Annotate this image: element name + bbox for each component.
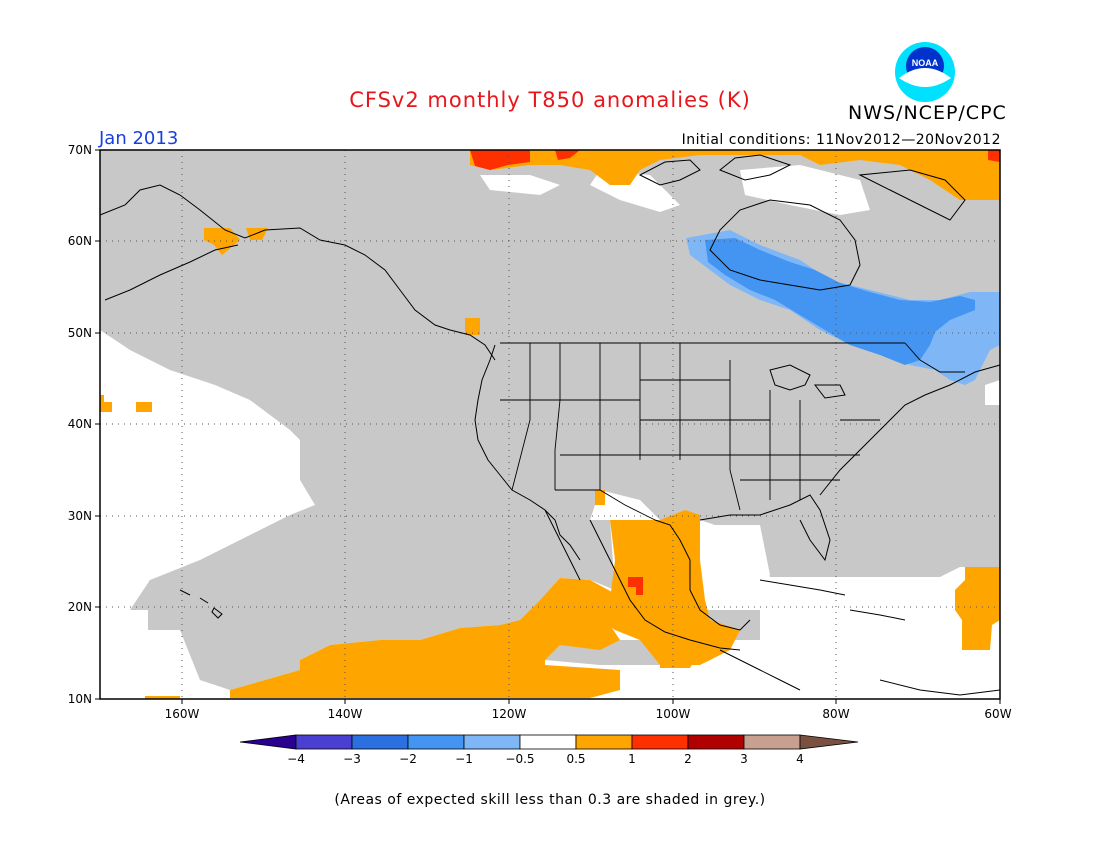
- lon-label: 80W: [822, 707, 850, 721]
- colorbar-label: 0.5: [566, 752, 586, 766]
- colorbar-segment: [351, 734, 409, 750]
- lat-label: 20N: [67, 600, 92, 614]
- graticule: [100, 150, 1000, 699]
- warm-anomaly-1-to-2: [470, 150, 1000, 595]
- lat-label: 10N: [67, 692, 92, 706]
- colorbar-label: 4: [796, 752, 804, 766]
- lon-label: 140W: [327, 707, 363, 721]
- colorbar-label: −0.5: [505, 752, 535, 766]
- colorbar-label: −2: [399, 752, 417, 766]
- lon-label: 100W: [655, 707, 691, 721]
- lat-label: 30N: [67, 509, 92, 523]
- noaa-logo-icon: NOAA: [895, 42, 955, 102]
- colorbar-segment: [575, 734, 633, 750]
- near-normal-areas: [480, 165, 1000, 590]
- colorbar-segment: [799, 734, 859, 750]
- warm-anomaly-0-5-to-1: [100, 150, 1000, 699]
- colorbar-segment: [687, 734, 745, 750]
- lon-label: 60W: [984, 707, 1012, 721]
- agency-label: NWS/NCEP/CPC: [848, 102, 1007, 124]
- axis-ticks: [95, 149, 1001, 704]
- colorbar-segment: [295, 734, 353, 750]
- colorbar-segment: [519, 734, 577, 750]
- map-title: CFSv2 monthly T850 anomalies (K): [349, 88, 751, 112]
- map-plot-area: [95, 149, 1001, 704]
- cool-anomaly-neg2-to-neg1: [705, 238, 975, 365]
- colorbar-label: 2: [684, 752, 692, 766]
- lat-label: 70N: [67, 143, 92, 157]
- colorbar-segment: [239, 734, 297, 750]
- colorbar-label: −4: [287, 752, 305, 766]
- colorbar: [239, 734, 859, 750]
- lat-label: 60N: [67, 234, 92, 248]
- colorbar-segment: [743, 734, 801, 750]
- logo-text: NOAA: [912, 58, 939, 68]
- colorbar-label: −1: [455, 752, 473, 766]
- colorbar-segment: [631, 734, 689, 750]
- colorbar-segment: [463, 734, 521, 750]
- political-borders: [500, 342, 965, 521]
- forecast-month: Jan 2013: [99, 128, 179, 149]
- colorbar-label: 1: [628, 752, 636, 766]
- lon-label: 160W: [164, 707, 200, 721]
- lat-label: 50N: [67, 326, 92, 340]
- colorbar-segment: [407, 734, 465, 750]
- lat-label: 40N: [67, 417, 92, 431]
- colorbar-label: 3: [740, 752, 748, 766]
- footnote: (Areas of expected skill less than 0.3 a…: [334, 792, 766, 808]
- initial-conditions: Initial conditions: 11Nov2012—20Nov2012: [681, 132, 1001, 148]
- lon-label: 120W: [491, 707, 527, 721]
- coastlines: [99, 154, 1001, 696]
- colorbar-label: −3: [343, 752, 361, 766]
